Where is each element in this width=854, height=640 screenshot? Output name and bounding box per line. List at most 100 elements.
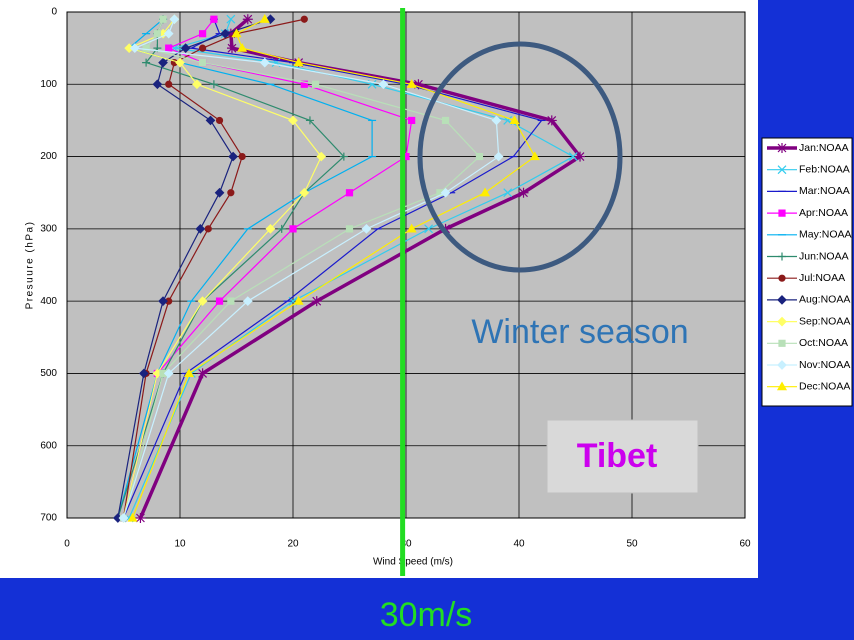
marker bbox=[215, 297, 224, 305]
marker bbox=[152, 79, 163, 90]
y-tick-label: 400 bbox=[40, 296, 57, 307]
series-line bbox=[122, 18, 305, 519]
marker bbox=[277, 224, 286, 233]
marker bbox=[163, 28, 174, 39]
legend-label: Aug:NOAA bbox=[799, 294, 850, 306]
marker bbox=[192, 79, 202, 90]
marker bbox=[214, 187, 225, 198]
marker bbox=[225, 28, 236, 39]
y-tick-label: 100 bbox=[40, 79, 57, 90]
marker bbox=[199, 59, 207, 67]
marker bbox=[408, 116, 416, 125]
x-axis-label: Wind Speed (m/s) bbox=[373, 557, 453, 568]
marker bbox=[305, 116, 314, 125]
annotation: 30m/s bbox=[380, 596, 473, 634]
y-axis-label: Presuure (hPa) bbox=[25, 221, 36, 310]
marker bbox=[378, 79, 389, 90]
highlight-ellipse bbox=[417, 41, 623, 273]
annotation-box bbox=[546, 419, 699, 494]
marker bbox=[159, 15, 167, 23]
y-tick-label: 700 bbox=[40, 513, 57, 524]
marker bbox=[142, 58, 151, 67]
marker bbox=[312, 80, 320, 88]
marker bbox=[227, 297, 235, 305]
marker bbox=[138, 368, 149, 379]
marker bbox=[776, 381, 788, 391]
series-line bbox=[122, 19, 500, 519]
marker bbox=[197, 368, 208, 379]
marker bbox=[441, 116, 450, 125]
legend-label: May:NOAA bbox=[799, 229, 852, 241]
marker bbox=[406, 79, 417, 88]
legend bbox=[761, 137, 853, 407]
marker bbox=[159, 369, 167, 378]
marker bbox=[210, 15, 218, 23]
marker bbox=[153, 30, 161, 38]
marker bbox=[546, 115, 557, 126]
marker bbox=[339, 152, 348, 161]
marker bbox=[503, 188, 513, 198]
marker bbox=[199, 30, 207, 38]
marker bbox=[118, 513, 129, 523]
x-tick-label: 40 bbox=[513, 539, 525, 550]
marker bbox=[289, 225, 297, 233]
marker bbox=[197, 296, 208, 306]
marker bbox=[345, 189, 354, 197]
marker bbox=[259, 57, 270, 68]
marker bbox=[165, 44, 173, 52]
marker bbox=[265, 14, 276, 25]
annotation: Winter season bbox=[471, 313, 688, 351]
marker bbox=[215, 116, 224, 125]
marker bbox=[135, 513, 146, 523]
marker bbox=[158, 296, 168, 306]
marker bbox=[226, 14, 236, 24]
annotation: Tibet bbox=[577, 437, 658, 475]
marker bbox=[180, 43, 191, 53]
y-tick-label: 0 bbox=[51, 7, 57, 18]
marker bbox=[493, 151, 504, 162]
legend-label: Jun:NOAA bbox=[799, 250, 849, 262]
marker bbox=[231, 28, 242, 38]
series-line bbox=[128, 19, 575, 519]
marker bbox=[361, 224, 372, 234]
marker bbox=[777, 295, 787, 305]
x-tick-label: 20 bbox=[287, 539, 299, 550]
marker bbox=[227, 189, 235, 197]
marker bbox=[205, 115, 216, 126]
x-tick-label: 0 bbox=[64, 539, 70, 550]
marker bbox=[778, 252, 786, 261]
marker bbox=[316, 151, 327, 162]
marker bbox=[238, 152, 246, 161]
y-tick-label: 200 bbox=[40, 151, 57, 162]
legend-label: Sep:NOAA bbox=[799, 315, 850, 327]
marker bbox=[242, 296, 253, 306]
marker bbox=[529, 151, 540, 161]
marker bbox=[184, 368, 195, 378]
marker bbox=[220, 28, 231, 39]
marker bbox=[777, 360, 787, 370]
marker bbox=[300, 15, 308, 23]
x-tick-label: 30 bbox=[400, 539, 412, 550]
x-tick-label: 50 bbox=[626, 539, 638, 550]
marker bbox=[293, 57, 304, 67]
marker bbox=[237, 42, 248, 52]
marker bbox=[406, 223, 417, 233]
marker bbox=[778, 339, 786, 347]
y-tick-label: 500 bbox=[40, 368, 57, 379]
marker bbox=[158, 57, 168, 68]
marker bbox=[777, 316, 787, 327]
marker bbox=[175, 57, 185, 68]
series-line bbox=[117, 18, 271, 519]
marker bbox=[299, 187, 310, 198]
marker bbox=[169, 14, 180, 25]
marker bbox=[491, 115, 502, 126]
marker bbox=[480, 187, 491, 197]
marker bbox=[242, 14, 253, 25]
legend-label: Oct:NOAA bbox=[799, 337, 848, 349]
marker bbox=[293, 295, 304, 305]
legend-label: Apr:NOAA bbox=[799, 207, 848, 219]
y-tick-label: 600 bbox=[40, 440, 57, 451]
marker bbox=[288, 115, 298, 126]
series-line bbox=[122, 19, 543, 519]
